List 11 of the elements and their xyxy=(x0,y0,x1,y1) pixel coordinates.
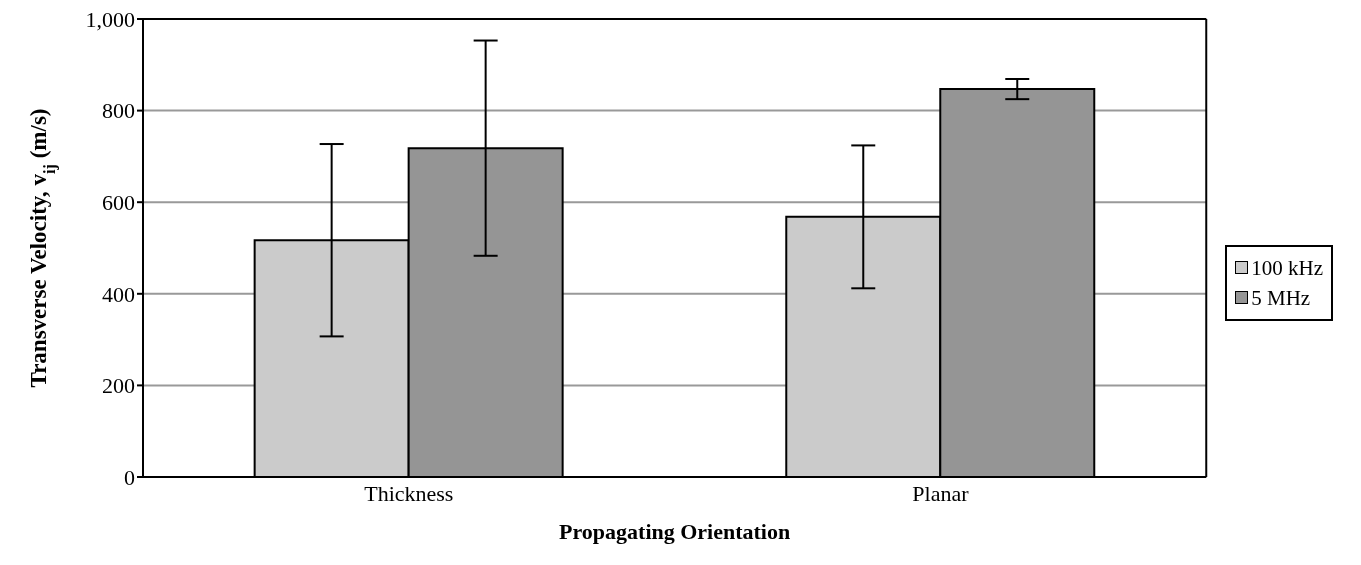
y-tick-label: 200 xyxy=(102,373,135,399)
y-tick-label: 800 xyxy=(102,98,135,124)
x-axis-title: Propagating Orientation xyxy=(559,519,791,544)
y-tick-label: 1,000 xyxy=(85,6,135,32)
y-tick-label: 400 xyxy=(102,281,135,307)
x-tick-label: Thickness xyxy=(364,480,454,506)
x-tick-label: Planar xyxy=(912,480,970,506)
legend-label: 5 MHz xyxy=(1251,284,1311,312)
y-tick-label: 600 xyxy=(102,190,135,216)
y-tick-label: 0 xyxy=(124,464,135,490)
legend-label: 100 kHz xyxy=(1251,254,1323,282)
